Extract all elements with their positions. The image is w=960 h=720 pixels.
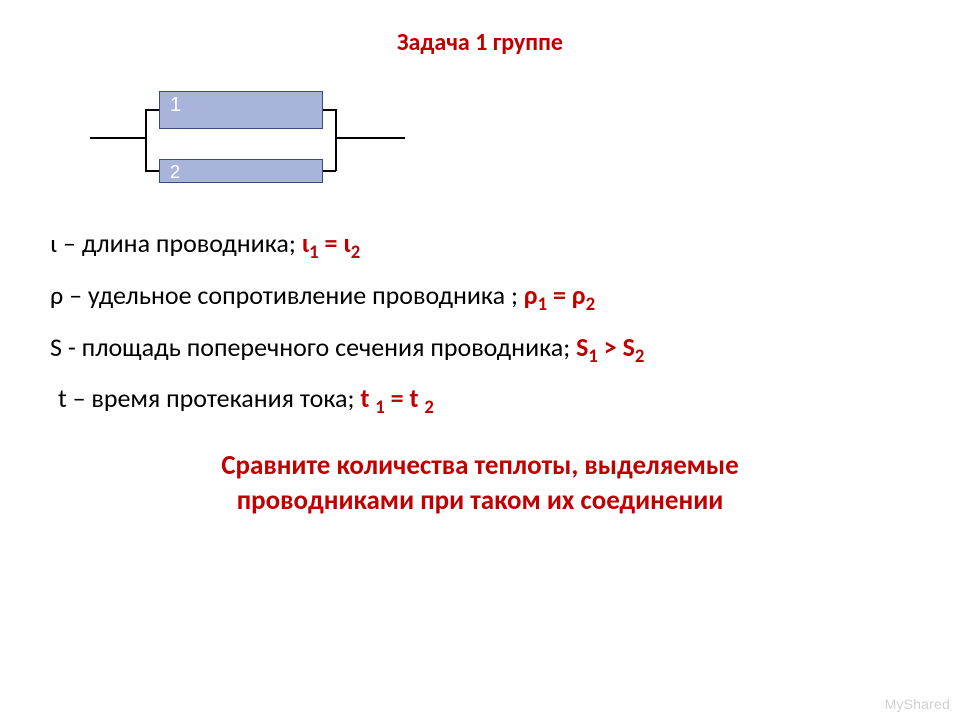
resistor-2: 2 (159, 159, 323, 183)
definition-resistivity-desc: ρ – удельное сопротивление проводника ; (50, 279, 524, 311)
wire-stub-br (322, 170, 336, 172)
watermark: MyShared (885, 696, 950, 712)
resistor-1: 1 (159, 91, 323, 129)
wire-stub-tl (145, 109, 159, 111)
definition-resistivity: ρ – удельное сопротивление проводника ; … (50, 279, 910, 313)
definition-length: ι – длина проводника; ι1 = ι2 (50, 227, 910, 261)
wire-right (335, 137, 405, 139)
definition-area-relation: S1 > S2 (576, 331, 644, 363)
definition-length-relation: ι1 = ι2 (302, 227, 361, 259)
slide-title: Задача 1 группе (0, 0, 960, 67)
definition-time: t – время протекания тока; t 1 = t 2 (50, 382, 910, 416)
wire-left-vert (145, 109, 147, 171)
circuit-diagram: 1 2 (90, 87, 420, 197)
wire-right-vert (335, 109, 337, 171)
resistor-1-label: 1 (170, 94, 181, 117)
question-text: Сравните количества теплоты, выделяемые … (0, 448, 960, 518)
definition-area: S - площадь поперечного сечения проводни… (50, 331, 910, 365)
wire-stub-bl (145, 170, 159, 172)
resistor-2-label: 2 (170, 162, 180, 183)
definition-area-desc: S - площадь поперечного сечения проводни… (50, 331, 576, 363)
definition-time-relation: t 1 = t 2 (360, 382, 433, 414)
wire-stub-tr (322, 109, 336, 111)
definition-length-desc: ι – длина проводника; (50, 227, 302, 259)
question-line-1: Сравните количества теплоты, выделяемые (221, 449, 739, 482)
definition-time-desc: t – время протекания тока; (58, 382, 360, 414)
question-line-2: проводниками при таком их соединении (237, 484, 724, 517)
wire-left (90, 137, 145, 139)
definitions-block: ι – длина проводника; ι1 = ι2 ρ – удельно… (50, 227, 910, 416)
definition-resistivity-relation: ρ1 = ρ2 (524, 279, 595, 311)
